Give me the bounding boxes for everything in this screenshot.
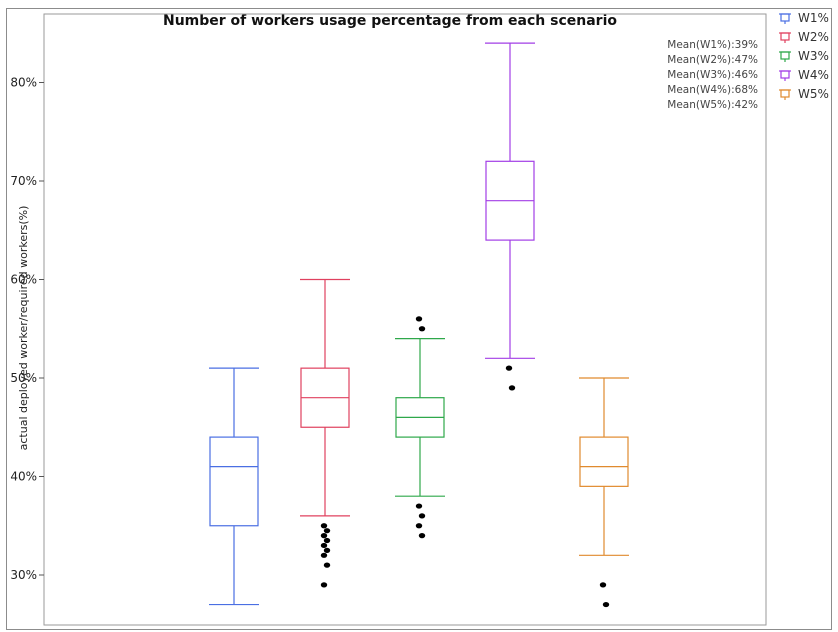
- legend: W1% W2% W3% W4% W5%: [779, 11, 829, 101]
- plot-border: [43, 13, 767, 626]
- y-tick-label: 40%: [10, 470, 37, 484]
- box-w3: [395, 316, 445, 539]
- outlier-point: [415, 523, 423, 529]
- chart-title: Number of workers usage percentage from …: [163, 13, 617, 29]
- legend-label: W4%: [798, 68, 829, 82]
- legend-item-w1: W1%: [779, 11, 829, 25]
- outlier-point: [320, 533, 328, 539]
- legend-swatch: [780, 51, 790, 60]
- outlier-point: [505, 365, 513, 371]
- outlier-point: [415, 316, 423, 322]
- outlier-point: [320, 582, 328, 588]
- legend-swatch: [780, 32, 790, 41]
- outlier-point: [323, 562, 331, 568]
- outlier-point: [320, 552, 328, 558]
- legend-swatch: [780, 70, 790, 79]
- legend-label: W3%: [798, 49, 829, 63]
- legend-swatch: [780, 13, 790, 22]
- chart-frame: [6, 8, 832, 630]
- y-tick-label: 30%: [10, 568, 37, 582]
- outlier-point: [418, 513, 426, 519]
- mean-label: Mean(W3%):46%: [667, 69, 758, 81]
- y-tick-label: 70%: [10, 174, 37, 188]
- y-tick-label: 60%: [10, 273, 37, 287]
- y-tick-label: 50%: [10, 371, 37, 385]
- outlier-point: [508, 385, 516, 391]
- box-w2: [300, 278, 350, 588]
- legend-item-w4: W4%: [779, 68, 829, 82]
- box-w1: [209, 367, 259, 606]
- outlier-point: [323, 537, 331, 544]
- legend-label: W5%: [798, 87, 829, 101]
- legend-swatch: [780, 89, 790, 98]
- outlier-point: [415, 503, 423, 509]
- mean-label: Mean(W5%):42%: [667, 99, 758, 111]
- legend-label: W1%: [798, 11, 829, 25]
- legend-item-w3: W3%: [779, 49, 829, 63]
- outlier-point: [418, 326, 426, 332]
- outlier-point: [323, 528, 331, 534]
- legend-item-w2: W2%: [779, 30, 829, 44]
- outlier-point: [323, 547, 331, 553]
- mean-label: Mean(W2%):47%: [667, 54, 758, 66]
- iqr-box: [579, 436, 629, 487]
- plot-area: 30% 40% 50% 60% 70% 80%: [10, 13, 767, 626]
- mean-label: Mean(W1%):39%: [667, 39, 758, 51]
- y-axis-label: actual deployed worker/required workers(…: [17, 206, 30, 451]
- mean-label: Mean(W4%):68%: [667, 84, 758, 96]
- outlier-point: [602, 601, 610, 608]
- outlier-point: [418, 533, 426, 539]
- y-tick-label: 80%: [10, 76, 37, 90]
- iqr-box: [209, 436, 259, 527]
- legend-label: W2%: [798, 30, 829, 44]
- outlier-point: [320, 523, 328, 529]
- legend-item-w5: W5%: [779, 87, 829, 101]
- outlier-point: [599, 582, 607, 588]
- box-w4: [485, 42, 535, 391]
- mean-annotations: Mean(W1%):39% Mean(W2%):47% Mean(W3%):46% M…: [667, 39, 758, 111]
- box-w5: [579, 377, 629, 608]
- outlier-point: [320, 542, 328, 549]
